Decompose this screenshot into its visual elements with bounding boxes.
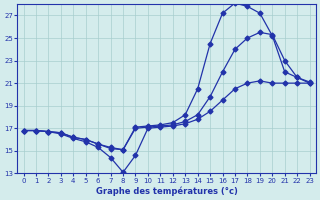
X-axis label: Graphe des températures (°c): Graphe des températures (°c) <box>96 186 237 196</box>
